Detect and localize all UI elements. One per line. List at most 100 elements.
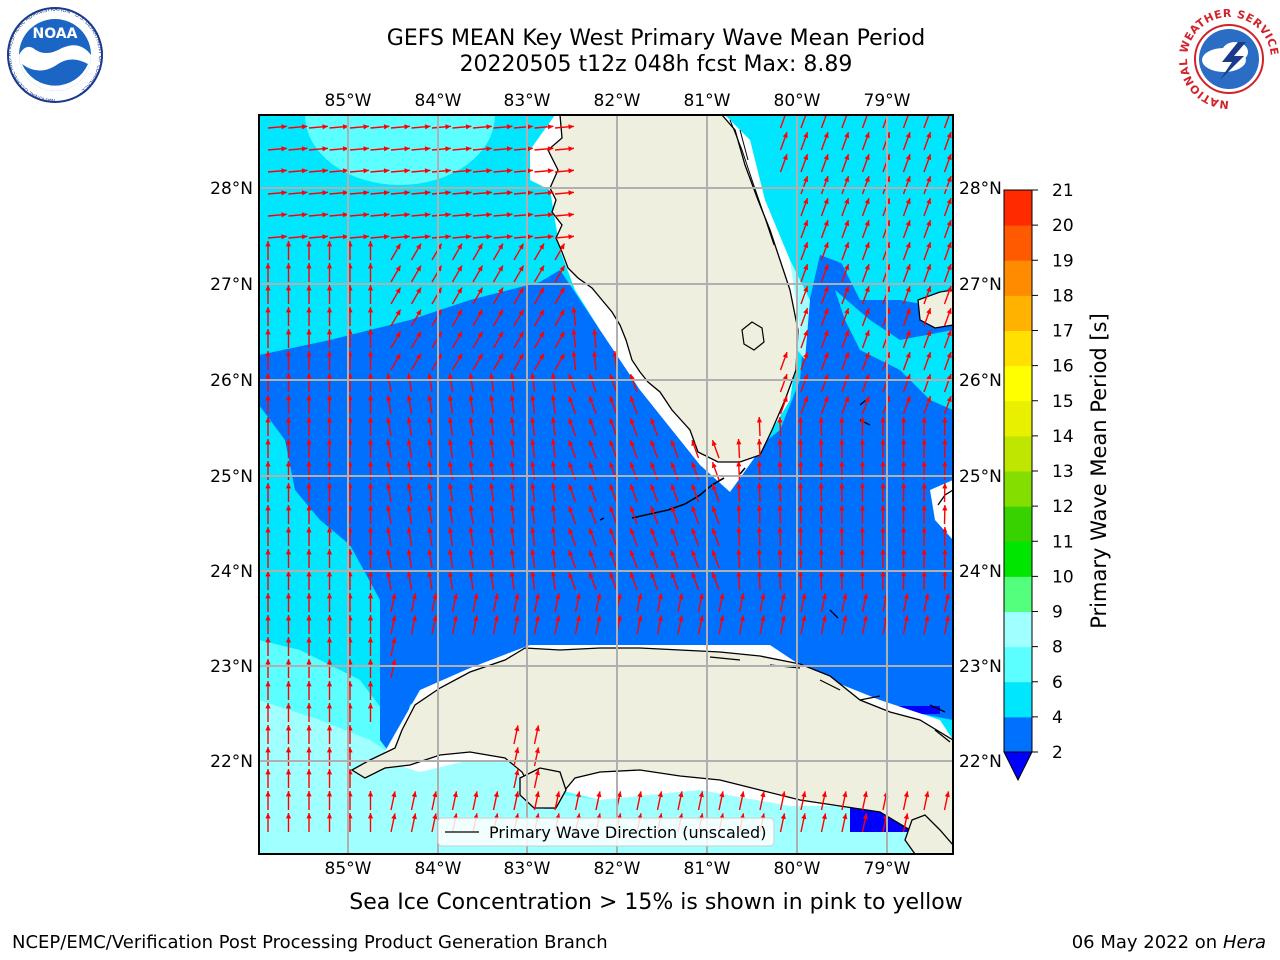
wave-arrow (820, 175, 829, 195)
wave-arrow (777, 416, 783, 437)
period-zone-4-6-east (750, 115, 953, 300)
wave-arrow (267, 234, 287, 240)
wave-arrow (285, 527, 292, 546)
wave-arrow (265, 329, 271, 348)
wave-arrow (265, 351, 271, 370)
wave-arrow (670, 483, 679, 503)
colorbar-segment-6 (1004, 506, 1032, 542)
wave-arrow (427, 417, 433, 437)
wave-arrow (588, 549, 597, 569)
wave-arrow (410, 243, 422, 261)
wave-arrow (820, 593, 827, 613)
wave-arrow (431, 791, 438, 811)
wave-arrow (472, 168, 492, 174)
wave-arrow (650, 527, 659, 547)
wave-arrow (756, 548, 763, 569)
wave-arrow (530, 549, 536, 569)
wave-arrow (902, 329, 911, 349)
wave-arrow (390, 124, 410, 130)
wave-arrow (943, 329, 952, 349)
wave-arrow (386, 395, 392, 415)
wave-arrow (554, 593, 561, 613)
wave-arrow (550, 417, 557, 437)
wave-arrow (326, 505, 333, 524)
wave-arrow (285, 395, 292, 414)
wave-arrow (902, 615, 909, 635)
wave-arrow (265, 417, 271, 436)
wave-arrow (509, 417, 515, 437)
colorbar-tick-2: 6 (1052, 673, 1063, 693)
wave-arrow (326, 395, 333, 414)
wave-arrow (306, 307, 312, 326)
wave-arrow (550, 373, 557, 393)
colorbar-segment-1 (1004, 681, 1032, 718)
wave-arrow (609, 527, 618, 547)
wave-arrow (554, 287, 566, 305)
wave-arrow (265, 571, 271, 590)
wave-arrow (759, 593, 766, 613)
wave-arrow (306, 263, 312, 282)
wave-arrow (609, 505, 618, 525)
wave-arrow (267, 168, 287, 174)
wave-arrow (326, 659, 333, 678)
wave-arrow (489, 417, 495, 437)
wave-arrow (367, 791, 374, 810)
wave-arrow (530, 505, 536, 525)
wave-arrow (285, 329, 292, 348)
wave-arrow (410, 791, 417, 811)
wave-arrow (431, 331, 443, 349)
wave-arrow (533, 725, 540, 745)
wave-arrow (452, 212, 472, 218)
wave-arrow (629, 461, 638, 481)
wave-arrow (285, 351, 292, 370)
wave-arrow (329, 146, 349, 152)
wave-arrow (861, 307, 870, 327)
wave-arrow (650, 439, 659, 459)
wave-arrow (779, 791, 786, 811)
wave-arrow (489, 395, 495, 415)
wave-arrow (533, 769, 540, 789)
wave-arrow (943, 219, 952, 239)
wave-arrow (308, 190, 328, 196)
wave-arrow (489, 549, 495, 569)
wave-arrow (943, 791, 950, 811)
wave-arrow (697, 791, 704, 811)
wave-arrow (818, 548, 824, 569)
wave-arrow (629, 439, 638, 459)
wave-arrow (756, 504, 763, 525)
wave-arrow (571, 351, 577, 371)
wave-arrow (711, 549, 720, 569)
colorbar-segment-3 (1004, 611, 1032, 648)
wave-arrow (509, 571, 515, 591)
wave-arrow (370, 124, 390, 130)
wave-arrow (800, 285, 809, 305)
wave-arrow (530, 373, 536, 393)
wave-arrow (386, 439, 392, 459)
wave-arrow (431, 813, 438, 833)
wave-arrow (800, 593, 807, 613)
wave-arrow (427, 571, 433, 591)
wave-arrow (411, 124, 431, 130)
wave-arrow (798, 570, 804, 591)
noaa-wordmark: NOAA (33, 26, 78, 42)
colorbar-tick-10: 15 (1052, 392, 1074, 412)
wave-arrow (650, 483, 659, 503)
wave-arrow (329, 190, 349, 196)
wave-arrow (410, 309, 422, 327)
wave-arrow (923, 615, 930, 635)
wave-arrow (468, 373, 474, 393)
wave-arrow (265, 681, 271, 700)
wave-arrow (818, 504, 824, 525)
wave-arrow (431, 353, 443, 371)
colorbar-tick-5: 10 (1052, 567, 1074, 587)
wave-arrow (451, 791, 458, 811)
wave-arrow (861, 593, 868, 613)
wave-arrow (265, 307, 271, 326)
wave-arrow (902, 791, 909, 811)
wave-arrow (329, 168, 349, 174)
wave-arrow (841, 351, 850, 371)
chart-title: GEFS MEAN Key West Primary Wave Mean Per… (258, 26, 1054, 78)
wave-arrow (406, 417, 413, 437)
wave-arrow (609, 571, 618, 591)
wave-arrow (839, 504, 845, 525)
